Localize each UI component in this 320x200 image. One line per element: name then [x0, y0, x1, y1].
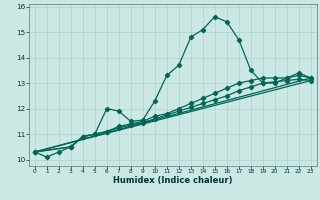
X-axis label: Humidex (Indice chaleur): Humidex (Indice chaleur)	[113, 176, 233, 185]
